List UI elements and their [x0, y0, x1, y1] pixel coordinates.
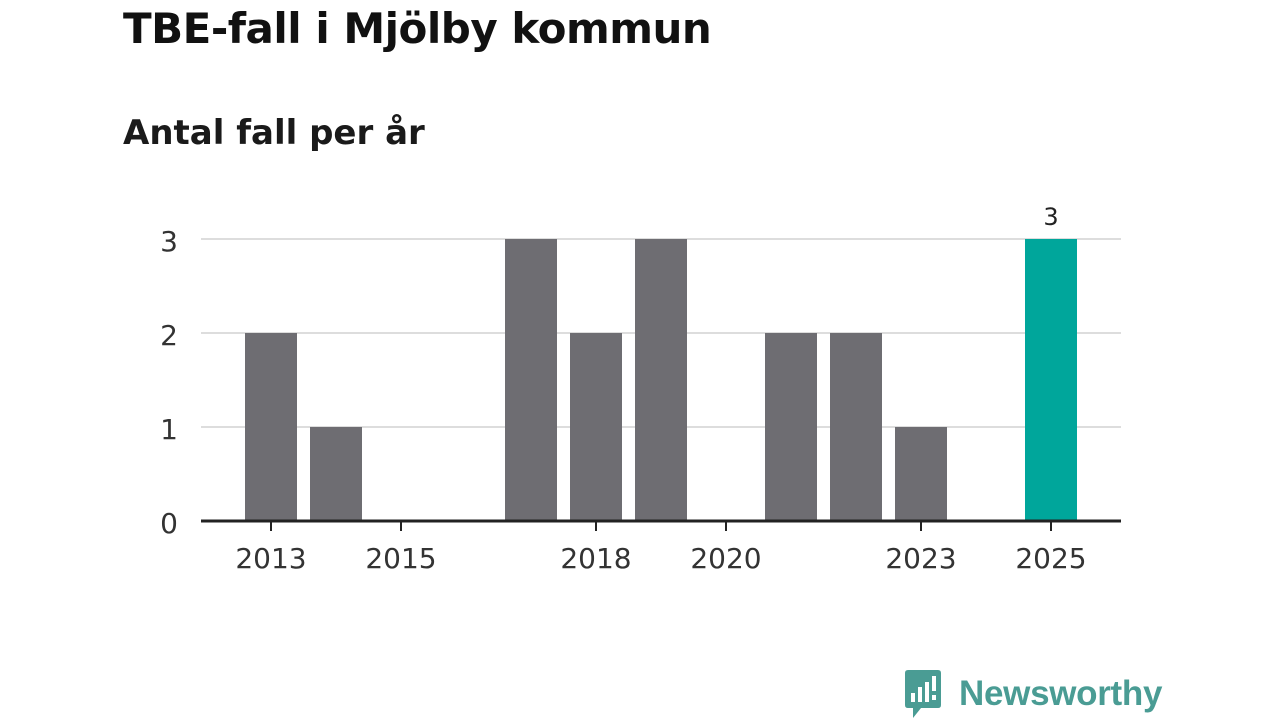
x-tick-label: 2018: [560, 542, 631, 575]
bar: [1025, 239, 1077, 521]
x-tick-label: 2023: [885, 542, 956, 575]
bar: [505, 239, 557, 521]
bar-chart: 0 1 2 3 2013 2015 2018 2020 2023 2025 3: [160, 203, 1121, 575]
x-tick-label: 2025: [1015, 542, 1086, 575]
y-tick-label: 2: [160, 319, 178, 352]
y-tick-label: 1: [160, 413, 178, 446]
data-label: 3: [1043, 203, 1058, 231]
bar: [570, 333, 622, 521]
x-tick-label: 2013: [235, 542, 306, 575]
bar: [310, 427, 362, 521]
bar: [895, 427, 947, 521]
labels: 0 1 2 3 2013 2015 2018 2020 2023 2025 3: [160, 203, 1086, 575]
bar-chart-speech-bubble-icon: [905, 670, 941, 718]
x-tick-label: 2015: [365, 542, 436, 575]
bar: [830, 333, 882, 521]
y-tick-label: 3: [160, 225, 178, 258]
y-tick-label: 0: [160, 507, 178, 540]
chart-title: TBE-fall i Mjölby kommun: [123, 4, 712, 53]
x-tick-label: 2020: [690, 542, 761, 575]
bar: [765, 333, 817, 521]
bars: [245, 239, 1077, 521]
bar: [245, 333, 297, 521]
axes: [201, 519, 1121, 531]
brand-logo: Newsworthy: [903, 668, 1162, 720]
bar: [635, 239, 687, 521]
brand-name: Newsworthy: [959, 674, 1163, 713]
chart-subtitle: Antal fall per år: [123, 113, 425, 153]
